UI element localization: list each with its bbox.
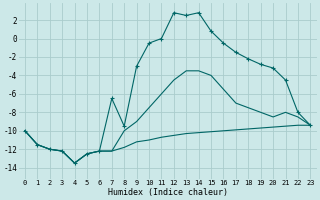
X-axis label: Humidex (Indice chaleur): Humidex (Indice chaleur) xyxy=(108,188,228,197)
